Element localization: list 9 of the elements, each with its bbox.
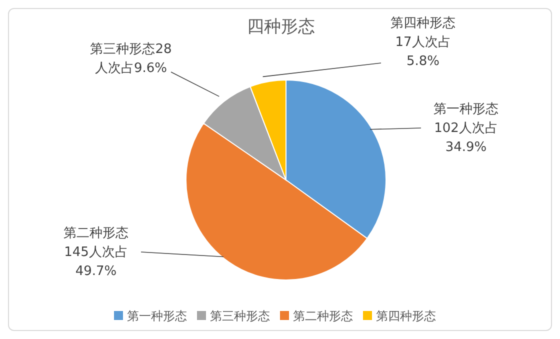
- legend-label: 第三种形态: [210, 309, 270, 323]
- legend-label: 第一种形态: [127, 309, 187, 323]
- legend-label: 第四种形态: [376, 309, 436, 323]
- chart-title: 四种形态: [247, 17, 315, 37]
- data-label: 第三种形态28 人次占9.6%: [90, 42, 172, 76]
- data-label: 第四种形态 17人次占 5.8%: [390, 16, 456, 69]
- data-label: 第二种形态 145人次占 49.7%: [64, 226, 128, 279]
- data-label: 第一种形态 102人次占 34.9%: [434, 102, 498, 155]
- legend-label: 第二种形态: [293, 309, 353, 323]
